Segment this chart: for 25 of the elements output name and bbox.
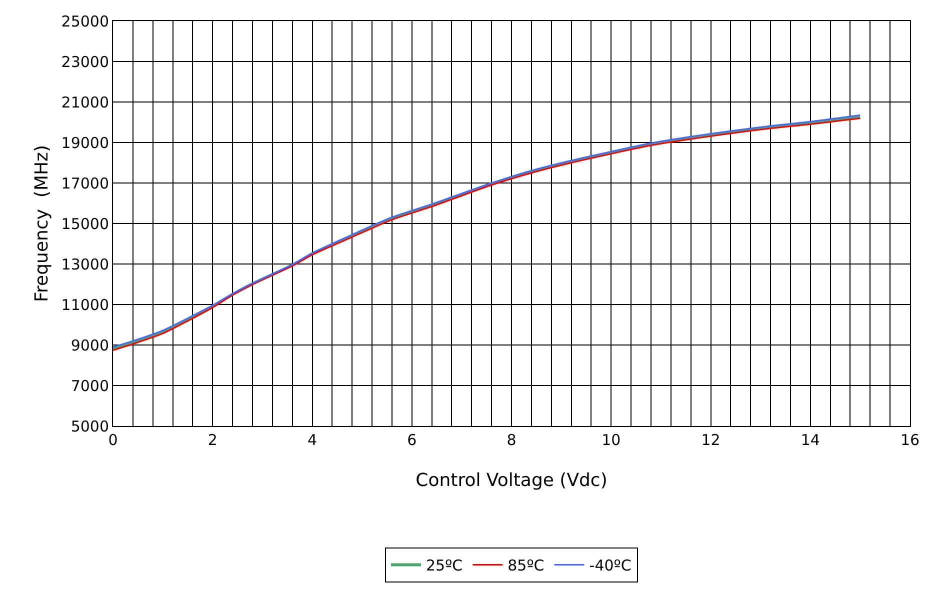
x-tick-label: 12 [701, 431, 720, 449]
y-axis-title: Frequency (MHz) [31, 145, 52, 302]
legend-label: 25ºC [426, 556, 463, 575]
legend-label: -40ºC [589, 556, 632, 575]
x-tick-label: 10 [602, 431, 621, 449]
x-tick-label: 16 [900, 431, 920, 449]
x-tick-label: 6 [407, 431, 417, 449]
x-tick-label: 0 [108, 431, 118, 449]
y-tick-label: 21000 [61, 93, 109, 112]
y-tick-label: 15000 [61, 214, 109, 233]
y-tick-label: 19000 [61, 134, 109, 152]
legend-label: 85ºC [508, 556, 544, 575]
y-tick-label: 13000 [61, 255, 109, 274]
x-tick-label: 2 [208, 431, 218, 449]
y-tick-label: 23000 [61, 52, 109, 71]
y-tick-label: 17000 [61, 174, 109, 192]
x-axis-title: Control Voltage (Vdc) [416, 470, 608, 492]
y-tick-label: 5000 [70, 417, 109, 436]
y-tick-label: 25000 [61, 12, 109, 30]
x-tick-label: 4 [307, 431, 318, 449]
x-tick-label: 14 [800, 431, 820, 449]
x-tick-label: 8 [506, 431, 516, 449]
y-tick-label: 7000 [70, 376, 109, 395]
y-tick-label: 9000 [70, 336, 109, 354]
y-tick-label: 11000 [61, 296, 109, 314]
